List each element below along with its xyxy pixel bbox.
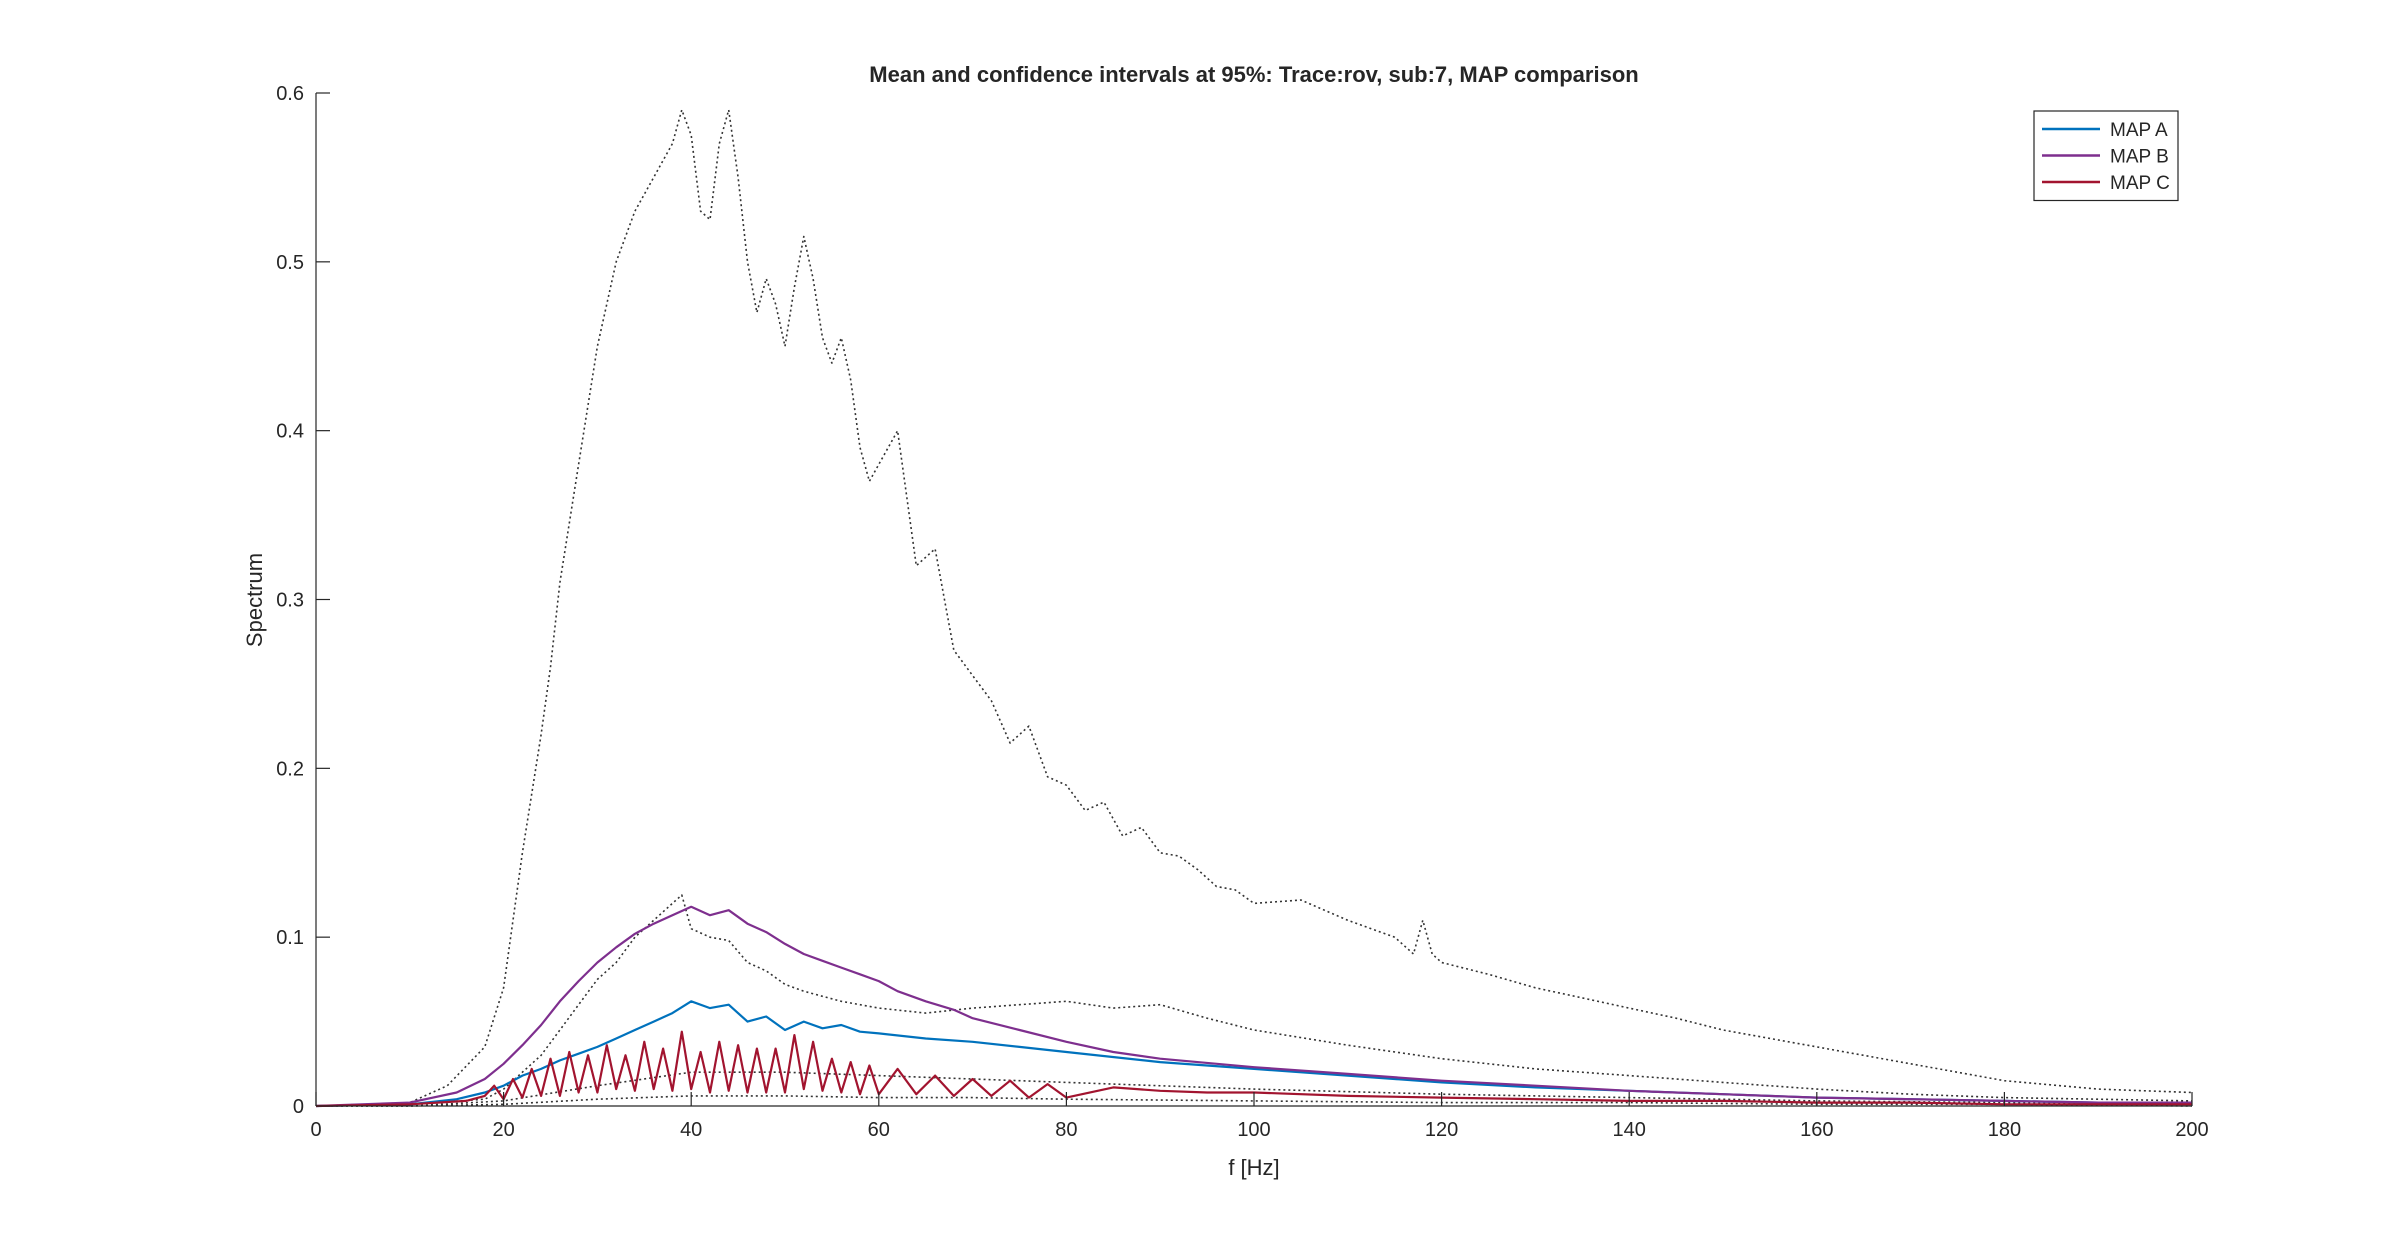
ci-bound-line-4 <box>315 894 2193 1107</box>
x-tick-label-0: 0 <box>310 1119 321 1141</box>
series-line-2 <box>315 1030 2192 1108</box>
axes: 0 20 40 60 80 100 120 140 160 180 200 0 0.1 0.2 0.3 0.4… <box>276 83 2209 1141</box>
y-tick-label-3: 0.3 <box>276 590 304 612</box>
legend[interactable]: MAP A MAP B MAP C <box>2033 110 2179 202</box>
x-tick-label-5: 100 <box>1237 1119 1270 1141</box>
legend-label-1: MAP B <box>2110 147 2169 168</box>
y-tick-label-0: 0 <box>293 1096 304 1118</box>
x-tick-label-3: 60 <box>868 1119 890 1141</box>
y-tick-label-6: 0.6 <box>276 83 304 105</box>
y-tick-label-5: 0.5 <box>276 252 304 274</box>
legend-label-2: MAP C <box>2110 173 2170 194</box>
x-axis-label: f [Hz] <box>1228 1155 1279 1180</box>
ci-bound-line-5 <box>316 1071 2193 1107</box>
series-line-0 <box>315 1000 2192 1108</box>
x-tick-label-8: 160 <box>1800 1119 1833 1141</box>
x-tick-label-9: 180 <box>1988 1119 2021 1141</box>
x-tick-label-6: 120 <box>1425 1119 1458 1141</box>
series-line-1 <box>315 905 2192 1108</box>
chart-title: Mean and confidence intervals at 95%: Tr… <box>869 62 1638 87</box>
plot-lines <box>315 109 2193 1108</box>
ci-bound-line-3 <box>315 109 2193 1107</box>
x-tick-label-1: 20 <box>492 1119 514 1141</box>
y-tick-label-4: 0.4 <box>276 421 304 443</box>
legend-label-0: MAP A <box>2110 120 2168 141</box>
y-tick-label-1: 0.1 <box>276 927 304 949</box>
x-tick-label-2: 40 <box>680 1119 702 1141</box>
y-tick-label-2: 0.2 <box>276 758 304 780</box>
x-tick-label-10: 200 <box>2175 1119 2208 1141</box>
y-axis-label: Spectrum <box>242 553 267 647</box>
x-tick-label-7: 140 <box>1613 1119 1646 1141</box>
x-tick-label-4: 80 <box>1055 1119 1077 1141</box>
ci-bound-line-6 <box>316 1095 2193 1107</box>
